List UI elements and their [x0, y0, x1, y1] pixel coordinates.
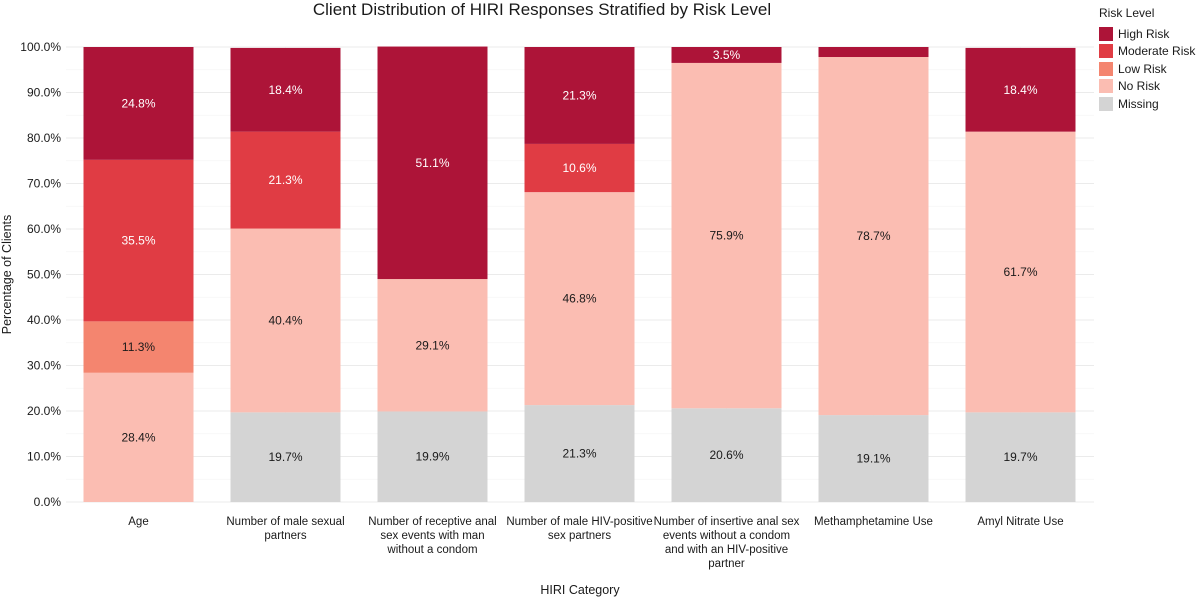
x-tick-label: sex events with man: [380, 530, 484, 542]
data-label: 18.4%: [268, 83, 302, 97]
y-tick-label: 10.0%: [27, 450, 61, 464]
legend: Risk Level High Risk Moderate Risk Low Ris…: [1099, 6, 1200, 113]
bar-segment-no-risk: [524, 192, 635, 406]
y-tick-label: 40.0%: [27, 313, 61, 327]
legend-swatch: [1099, 26, 1113, 41]
x-tick-label: events without a condom: [663, 530, 790, 542]
x-tick-label: without a condom: [386, 544, 477, 556]
data-label: 46.8%: [562, 292, 596, 306]
legend-swatch: [1099, 61, 1113, 76]
legend-swatch: [1099, 96, 1113, 111]
legend-swatch: [1099, 79, 1113, 94]
data-label: 10.6%: [562, 161, 596, 175]
data-label: 40.4%: [268, 313, 302, 327]
legend-item-high-risk: High Risk: [1099, 25, 1200, 43]
x-tick-label: and with an HIV-positive: [665, 544, 788, 556]
legend-label: No Risk: [1118, 79, 1161, 94]
data-label: 21.3%: [268, 173, 302, 187]
data-label: 19.1%: [856, 452, 890, 466]
data-label: 24.8%: [121, 96, 155, 110]
bar-segment-no-risk: [671, 62, 782, 409]
x-tick-label: Number of insertive anal sex: [654, 516, 800, 528]
y-tick-label: 90.0%: [27, 86, 61, 100]
x-tick-label: Age: [128, 516, 148, 528]
legend-label: High Risk: [1118, 26, 1170, 41]
data-label: 78.7%: [856, 229, 890, 243]
y-tick-label: 70.0%: [27, 177, 61, 191]
y-tick-label: 0.0%: [34, 495, 62, 509]
y-tick-label: 20.0%: [27, 404, 61, 418]
data-label: 19.7%: [1003, 450, 1037, 464]
data-label: 21.3%: [562, 88, 596, 102]
x-axis-title: HIRI Category: [540, 583, 620, 597]
bar-segment-no-risk: [818, 57, 929, 416]
y-tick-label: 50.0%: [27, 268, 61, 282]
bar-segment-high-risk: [818, 47, 929, 58]
bar-segment-missing: [671, 408, 782, 502]
data-label: 35.5%: [121, 234, 155, 248]
bar-segment-missing: [965, 412, 1076, 502]
bar-segment-high-risk: [83, 47, 194, 160]
data-label: 21.3%: [562, 447, 596, 461]
x-tick-label: Amyl Nitrate Use: [977, 516, 1063, 528]
data-label: 3.5%: [713, 48, 741, 62]
x-tick-label: partners: [264, 530, 306, 542]
legend-items: High Risk Moderate Risk Low Risk No Risk Mis…: [1099, 25, 1200, 113]
data-label: 18.4%: [1003, 83, 1037, 97]
bar-segment-high-risk: [965, 47, 1076, 132]
data-label: 19.7%: [268, 450, 302, 464]
bar-segment-high-risk: [671, 47, 782, 63]
y-axis-title: Percentage of Clients: [0, 215, 14, 335]
bar-segment-missing: [230, 412, 341, 502]
x-tick-label: partner: [708, 558, 745, 570]
y-tick-label: 100.0%: [20, 40, 61, 54]
bar-segment-missing: [377, 411, 488, 502]
legend-item-missing: Missing: [1099, 95, 1200, 113]
legend-label: Moderate Risk: [1118, 44, 1196, 59]
bar-segment-missing: [818, 415, 929, 502]
x-tick-label: sex partners: [548, 530, 612, 542]
legend-item-low-risk: Low Risk: [1099, 60, 1200, 78]
y-tick-label: 60.0%: [27, 222, 61, 236]
legend-label: Missing: [1118, 96, 1159, 111]
bar-segment-missing: [524, 405, 635, 502]
legend-item-moderate-risk: Moderate Risk: [1099, 43, 1200, 61]
bar-segment-no-risk: [83, 372, 194, 502]
legend-item-no-risk: No Risk: [1099, 78, 1200, 96]
x-tick-label: Number of receptive anal: [368, 516, 496, 528]
bar-segment-no-risk: [965, 131, 1076, 413]
bar-segment-moderate-risk: [83, 159, 194, 322]
data-label: 20.6%: [709, 448, 743, 462]
data-label: 28.4%: [121, 430, 155, 444]
bar-segment-moderate-risk: [524, 143, 635, 193]
bar-segment-moderate-risk: [230, 131, 341, 229]
bar-segment-high-risk: [230, 47, 341, 132]
legend-label: Low Risk: [1118, 61, 1167, 76]
x-tick-label: Methamphetamine Use: [814, 516, 933, 528]
bar-segment-high-risk: [377, 46, 488, 280]
x-tick-label: Number of male sexual: [226, 516, 344, 528]
bar-segment-no-risk: [230, 228, 341, 413]
legend-title: Risk Level: [1099, 6, 1155, 20]
data-label: 11.3%: [122, 340, 155, 354]
x-tick-label: Number of male HIV-positive: [506, 516, 652, 528]
chart-title: Client Distribution of HIRI Responses St…: [312, 0, 772, 19]
data-label: 19.9%: [415, 450, 449, 464]
data-label: 51.1%: [415, 156, 449, 170]
bar-segment-no-risk: [377, 279, 488, 412]
y-tick-label: 30.0%: [27, 359, 61, 373]
y-tick-label: 80.0%: [27, 131, 61, 145]
data-label: 61.7%: [1003, 265, 1037, 279]
bar-segment-low-risk: [83, 321, 194, 373]
bar-segment-high-risk: [524, 47, 635, 144]
data-label: 29.1%: [415, 338, 449, 352]
data-label: 75.9%: [709, 229, 743, 243]
legend-swatch: [1099, 44, 1113, 59]
